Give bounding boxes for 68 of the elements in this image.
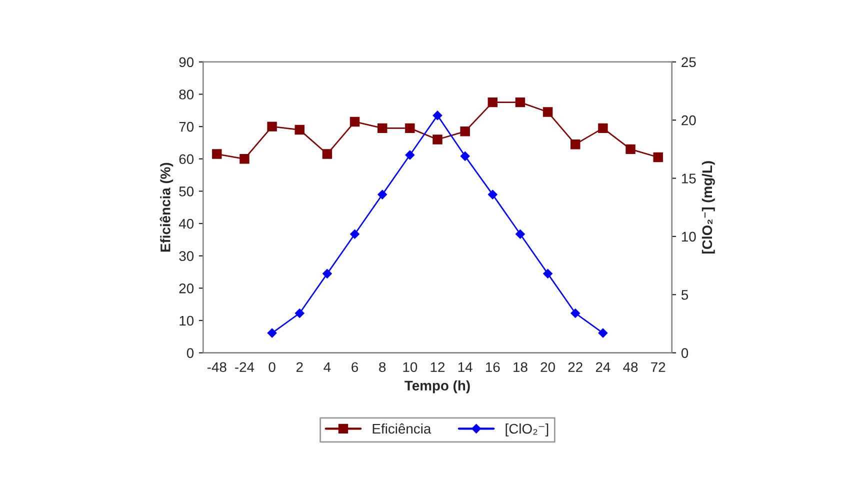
point [322,149,332,159]
legend-label: [ClO₂⁻] [506,423,548,436]
point [488,97,498,108]
y-tick-label: 50 [179,186,194,196]
point [488,190,498,200]
x-tick-label: 16 [486,362,500,372]
point [295,308,304,318]
point [543,269,552,278]
y2-tick-label: 5 [681,290,688,300]
x-tick-label: 22 [568,362,582,372]
y2-tick-label: 25 [682,57,696,68]
point [460,152,470,161]
point [516,229,525,239]
y-tick-label: 60 [179,154,194,164]
x-tick-label: 10 [403,362,418,372]
x-tick-label: 48 [623,362,638,372]
y-tick-label: 20 [179,283,194,294]
x-tick-label: 14 [458,362,472,372]
x-tick-label: 20 [540,362,555,372]
y-tick-label: 80 [179,90,194,100]
point [405,123,415,134]
x-tick-label: 24 [596,362,610,372]
point [653,152,663,162]
y-tick-label: 90 [179,57,194,68]
x-tick-label: 8 [379,362,386,372]
x-tick-label: 2 [296,362,303,372]
y2-tick-label: 15 [682,174,696,184]
x-tick-label: -24 [235,362,254,372]
point [570,308,580,318]
point [405,150,415,160]
point [350,116,360,127]
y2-axis-title: [ClO₂⁻] (mg/L) [702,161,715,254]
point [267,122,277,132]
y-tick-label: 0 [186,348,194,358]
y-tick-label: 30 [179,251,194,262]
x-tick-label: 12 [430,362,445,372]
legend-label: Eficiência [372,423,432,434]
point [377,123,388,134]
y-tick-label: 40 [178,218,194,229]
point [378,190,387,200]
point [515,97,526,108]
y2-tick-label: 20 [682,115,696,126]
y-tick-label: 10 [180,316,194,326]
point [240,154,250,164]
x-tick-label: 4 [324,362,331,372]
point [267,328,277,338]
x-tick-label: -48 [207,362,226,372]
point [626,144,636,154]
point [294,124,304,135]
point [212,149,222,159]
y2-tick-label: 0 [681,348,688,358]
y-tick-label: 70 [179,122,194,132]
y2-tick-label: 10 [682,232,696,242]
point [598,123,608,134]
point [432,110,442,120]
point [570,139,580,150]
x-tick-label: 72 [651,362,666,372]
x-tick-label: 6 [352,362,358,372]
point [322,269,332,278]
x-tick-label: 0 [268,362,276,372]
point [460,126,470,136]
y-axis-title: Eficiência (%) [160,162,174,252]
point [350,229,360,239]
point [542,107,553,117]
x-tick-label: 18 [514,362,528,372]
point [432,134,442,144]
x-axis-title: Tempo (h) [404,380,470,394]
point [598,328,608,338]
